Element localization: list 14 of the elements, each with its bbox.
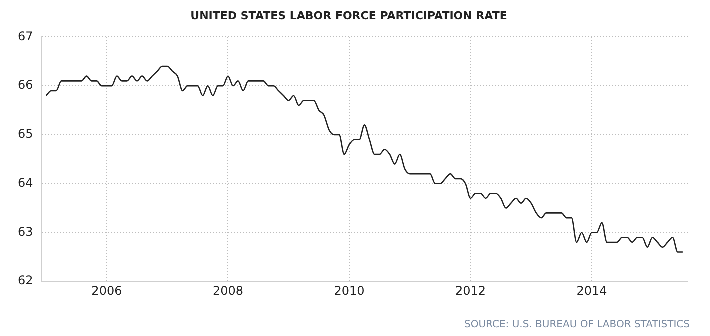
y-tick-label: 65 <box>18 127 34 142</box>
y-tick-label: 64 <box>18 176 34 190</box>
x-tick-label: 2006 <box>92 284 122 298</box>
x-tick-label: 2012 <box>455 284 486 298</box>
y-tick-label: 66 <box>18 78 34 92</box>
source-note: SOURCE: U.S. BUREAU OF LABOR STATISTICS <box>464 320 690 331</box>
y-tick-label: 63 <box>18 224 34 239</box>
line-series <box>46 66 684 253</box>
x-tick-label: 2010 <box>334 284 365 298</box>
x-tick-label: 2008 <box>212 284 244 298</box>
x-tick-label: 2014 <box>576 284 608 298</box>
chart-title: UNITED STATES LABOR FORCE PARTICIPATION RATE <box>190 9 508 22</box>
y-tick-label: 62 <box>18 274 34 288</box>
y-tick-label: 67 <box>18 29 34 44</box>
